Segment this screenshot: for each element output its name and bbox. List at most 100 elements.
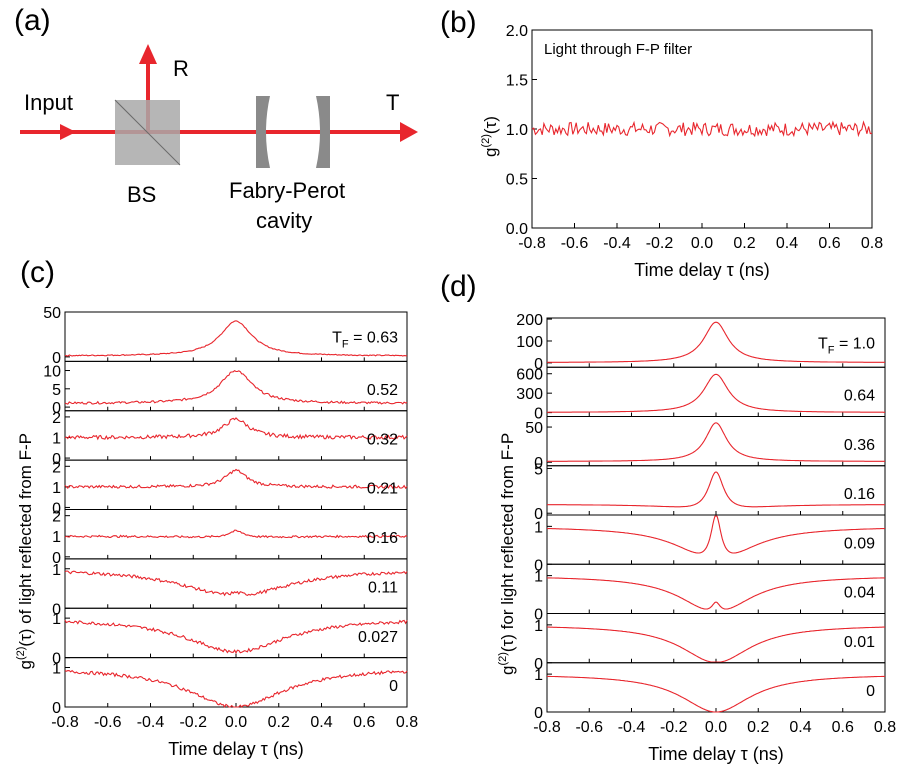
bs-label: BS (127, 182, 156, 207)
subplot-frame (546, 563, 886, 614)
cavity-left-mirror (256, 96, 270, 168)
x-tick-label: 0.4 (310, 714, 332, 731)
series-line-0.52 (64, 370, 408, 405)
y-tick-label: 0 (52, 700, 61, 717)
series-line-0.09 (546, 515, 886, 554)
series-line-0.01 (547, 626, 885, 663)
y-tick-label: 0 (52, 550, 61, 567)
x-tick-label: -0.2 (646, 235, 674, 252)
tf-label: 0.09 (844, 535, 875, 552)
series-line (531, 120, 873, 138)
tf-label: 0.11 (368, 579, 398, 596)
x-tick-label: 0.2 (733, 235, 755, 252)
x-tick-label: -0.8 (51, 714, 79, 731)
tf-label: 0 (389, 678, 398, 695)
y-tick-label: 1 (52, 562, 61, 579)
subplot: 050.16 (534, 461, 886, 523)
plot-frame (531, 29, 873, 229)
panel-label-d: (d) (440, 270, 477, 303)
subplot: 0 50 0.36 (525, 416, 886, 472)
x-tick-label: 0.0 (225, 714, 247, 731)
cavity-label-line1: Fabry-Perot (229, 178, 345, 203)
x-tick-label: 0.0 (691, 235, 713, 252)
series-line-1.0 (547, 321, 885, 363)
tf-label: 0.16 (844, 486, 875, 503)
x-tick-label: -0.4 (618, 719, 646, 736)
y-tick-label: 2 (52, 459, 61, 476)
series-line-0.21 (64, 468, 408, 490)
y-tick-label: 300 (516, 386, 543, 403)
x-tick-label: -0.8 (518, 235, 546, 252)
x-tick-label: -0.2 (179, 714, 207, 731)
y-tick-label: 0 (534, 406, 543, 423)
subplot: 0 1 2 0.32 (52, 410, 408, 468)
input-label: Input (24, 90, 73, 115)
reflected-arrow-icon (139, 44, 157, 64)
subplot-frame (64, 657, 408, 708)
x-tick-label: -0.4 (137, 714, 165, 731)
x-tick-label: -0.6 (94, 714, 122, 731)
y-tick-label: 0 (534, 356, 543, 373)
tf-label: 0.36 (844, 437, 875, 454)
y-tick-label: 1 (52, 611, 61, 628)
series-line-0.16 (64, 529, 408, 539)
tf-label: 0.52 (367, 382, 398, 399)
subplot: 0 1 0.027 (52, 607, 408, 668)
subplot-frame (546, 662, 886, 713)
tf-label: TF = 1.0 (818, 336, 875, 357)
y-tick-label: 100 (516, 334, 543, 351)
x-tick-label: 0.8 (396, 714, 418, 731)
series-line-0.64 (547, 373, 885, 413)
tf-label: TF = 0.63 (332, 330, 398, 351)
y-tick-label: 1 (534, 667, 543, 684)
x-tick-label: 0.4 (776, 235, 798, 252)
y-tick-label: 1 (52, 661, 61, 678)
series-line-0.11 (64, 570, 408, 597)
subplot: 0 100 200 TF = 1.0 (516, 312, 886, 373)
panel-b: 0.0 0.5 1.0 1.5 2.0 -0.8 -0.6 -0.4 -0.2 0.0 0.2 0.4… (480, 23, 883, 280)
subplot: 0 1 0 (534, 662, 886, 722)
tf-label: 0.01 (844, 634, 875, 651)
y-axis-label: g(2)(τ) of light reflected from F-P (15, 433, 35, 670)
y-tick-label: 0 (52, 350, 61, 367)
x-tick-label: 0.6 (818, 235, 840, 252)
x-tick-label: 0.4 (789, 719, 811, 736)
input-arrow-icon (60, 124, 76, 140)
y-tick-label: 0 (534, 705, 543, 722)
tf-label: 0.16 (367, 530, 398, 547)
y-tick-label: 10 (43, 364, 61, 381)
x-tick-label: 0.8 (874, 719, 896, 736)
y-tick-label: 0 (534, 656, 543, 673)
tf-label: 0.04 (844, 585, 875, 602)
y-tick-label: 2 (52, 410, 61, 427)
tf-label: 0.32 (367, 431, 398, 448)
y-tick-label: 50 (525, 420, 543, 437)
subplot: 0 1 0 (52, 657, 408, 717)
subplot: 0 300 600 0.64 (516, 367, 886, 423)
panel-label-c: (c) (20, 256, 55, 289)
y-tick-label: 200 (516, 312, 543, 329)
y-tick-label: 0 (534, 557, 543, 574)
subplot-frame (64, 509, 408, 560)
y-tick-label: 1 (52, 430, 61, 447)
y-tick-label: 2.0 (506, 23, 528, 40)
y-tick-label: 50 (43, 305, 61, 322)
x-axis-label: Time delay τ (ns) (634, 260, 769, 280)
cavity-right-mirror (316, 96, 330, 168)
y-tick-label: 1 (534, 519, 543, 536)
y-tick-label: 1 (534, 569, 543, 586)
series-line-0 (546, 675, 886, 713)
series-line-0.36 (547, 422, 885, 462)
y-tick-label: 2 (52, 509, 61, 526)
x-tick-label: 0.6 (353, 714, 375, 731)
y-tick-label: 600 (516, 367, 543, 384)
y-tick-label: 0.5 (506, 172, 528, 189)
x-tick-label: -0.2 (660, 719, 688, 736)
x-tick-label: -0.6 (575, 719, 603, 736)
subplot: 010.04 (534, 563, 886, 624)
subplot-frame (546, 416, 886, 467)
x-tick-label: 0.6 (832, 719, 854, 736)
